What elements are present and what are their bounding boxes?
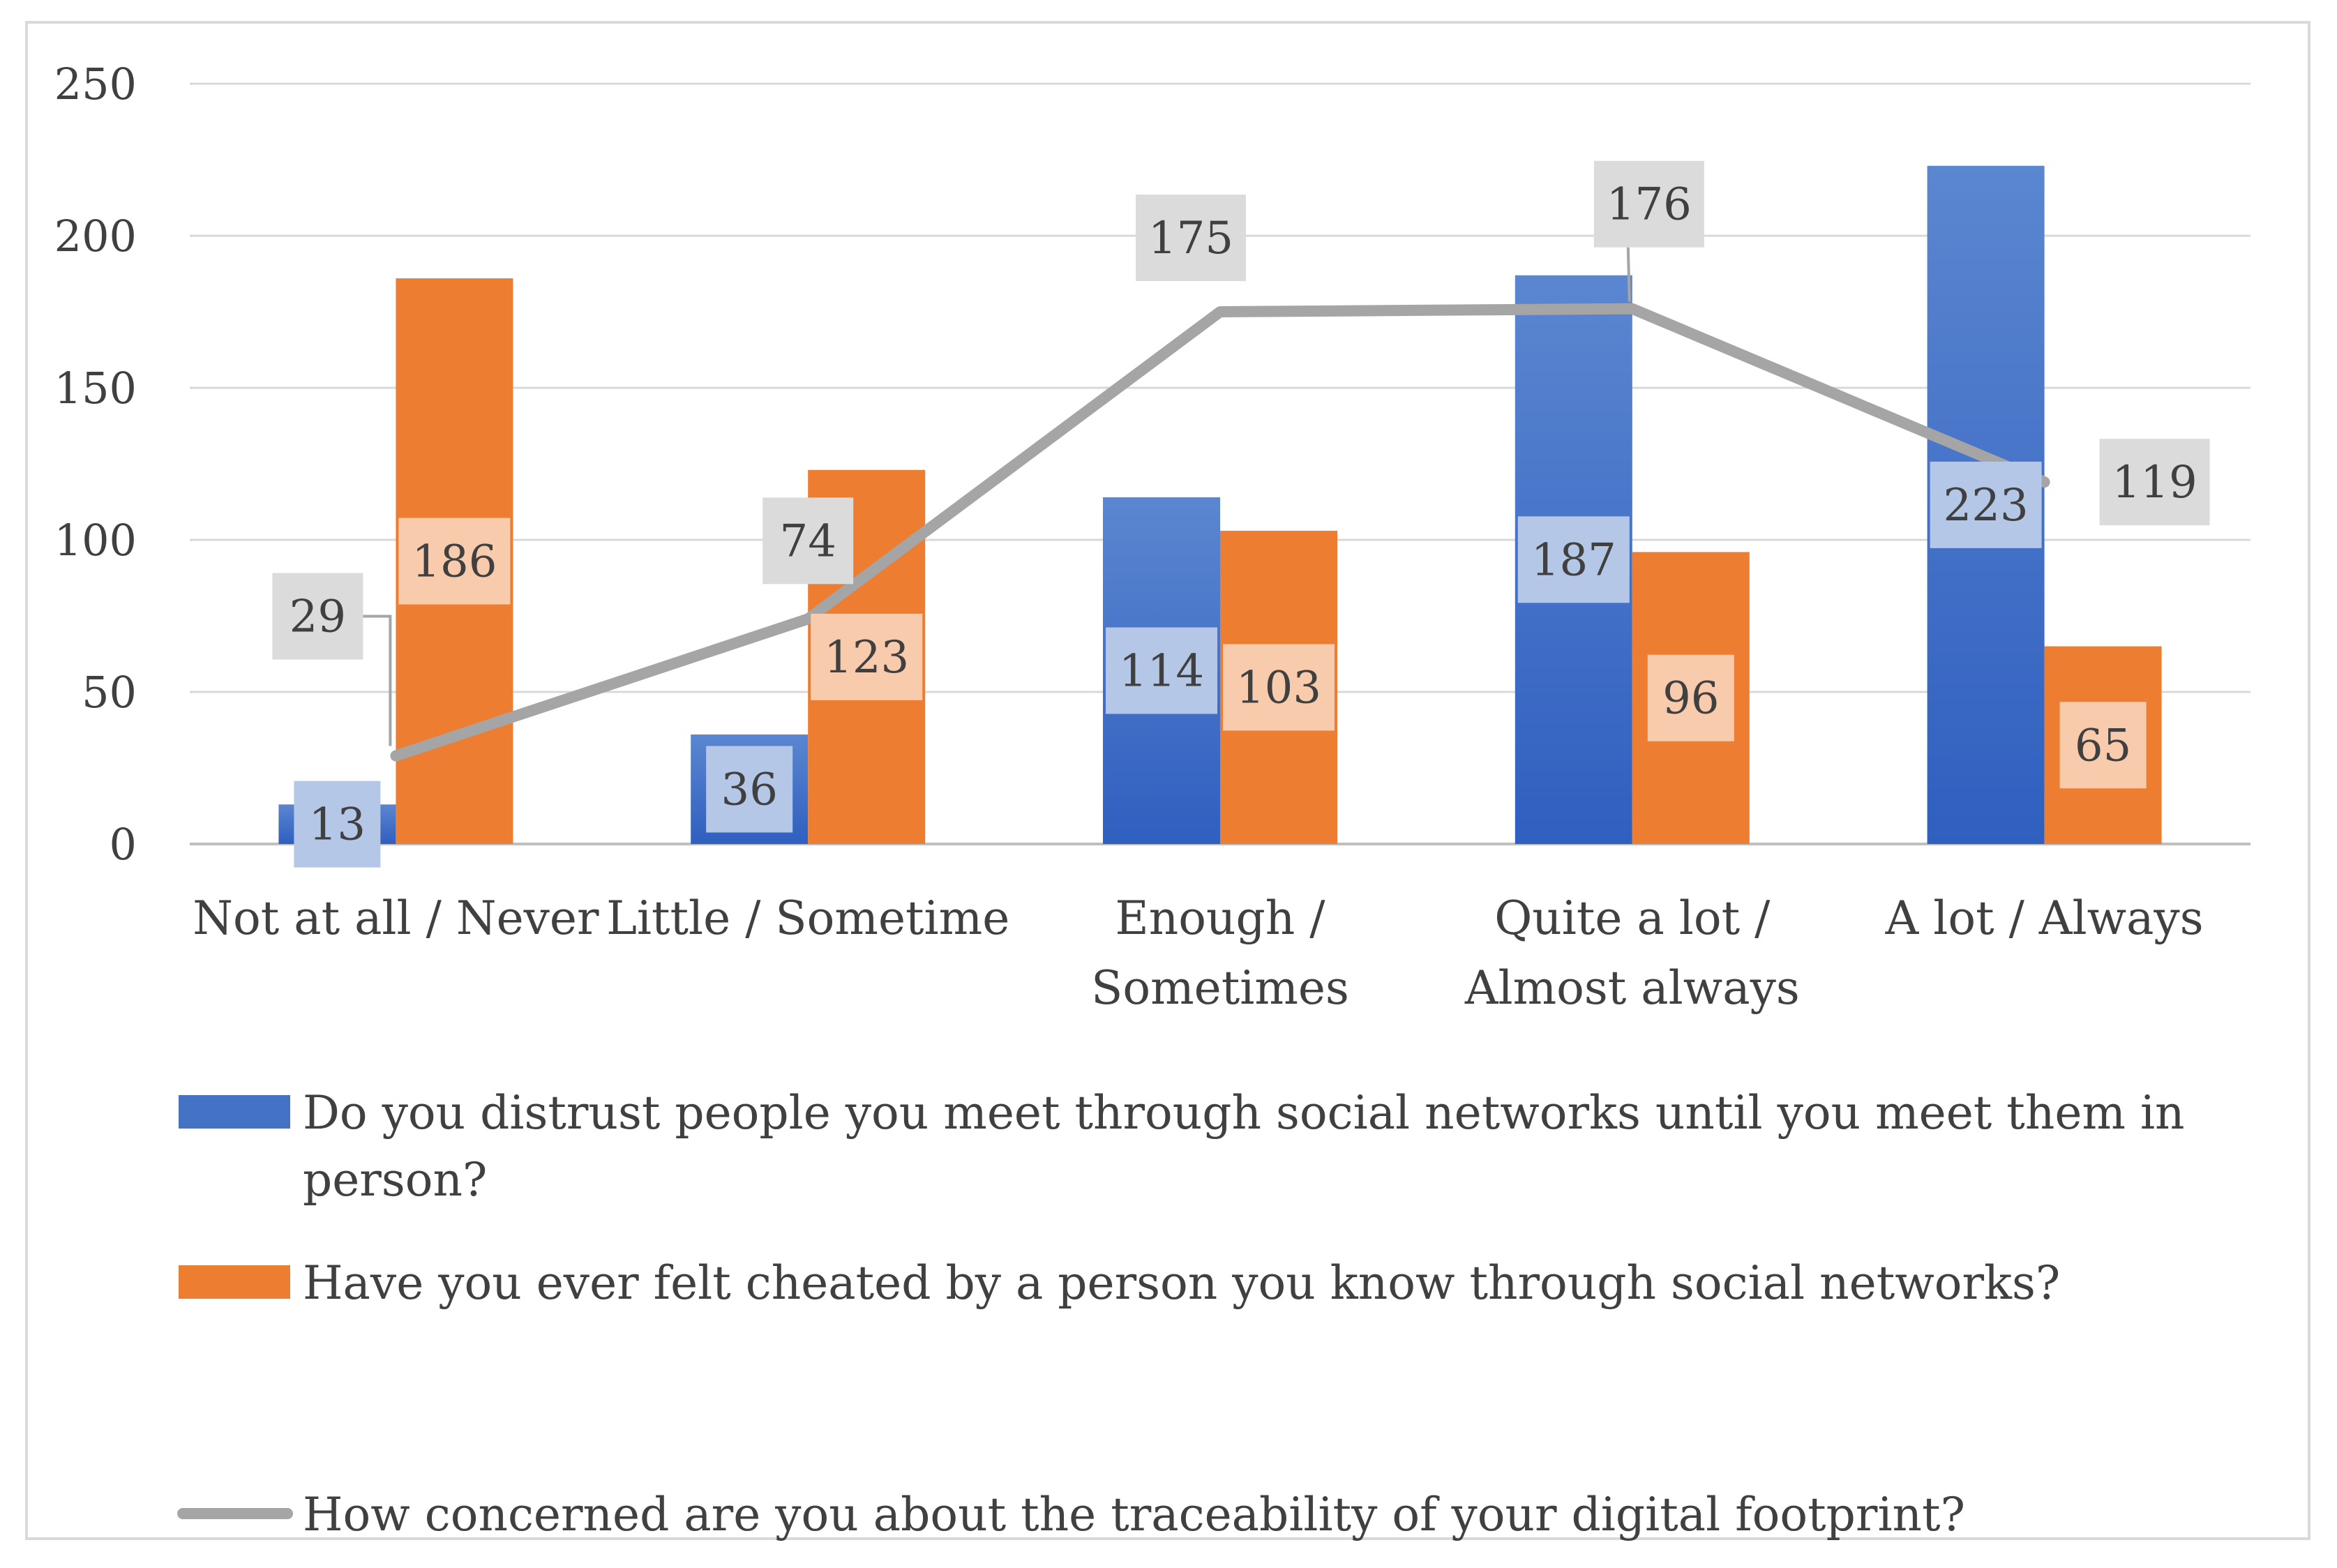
data-label-distrust: 36 (721, 764, 777, 816)
data-label-traceability-bg (1136, 195, 1246, 281)
data-labels: 13 36 114 187 223 186 123 103 96 65 29 74 175 176 119 (272, 160, 2210, 868)
data-label-traceability-bg (2099, 439, 2210, 526)
data-label-distrust: 114 (1119, 645, 1204, 697)
x-tick-label: Quite a lot / (1494, 891, 1771, 945)
data-label-distrust-bg (706, 746, 793, 833)
data-label-traceability: 175 (1148, 213, 1233, 264)
data-label-traceability-bg (762, 497, 854, 585)
data-label-cheated-bg (398, 518, 511, 605)
line-traceability (390, 303, 2050, 762)
y-tick-label: 150 (54, 363, 137, 414)
x-tick-label: Almost always (1464, 961, 1800, 1015)
data-label-cheated: 186 (412, 536, 497, 588)
y-tick-label: 100 (54, 515, 137, 566)
data-label-traceability: 29 (290, 591, 346, 643)
x-tick-label: Enough / (1115, 891, 1326, 945)
data-label-distrust-bg (1106, 627, 1217, 714)
data-label-cheated: 96 (1662, 673, 1719, 725)
data-label-traceability: 119 (2112, 457, 2197, 508)
y-tick-label: 0 (110, 819, 137, 870)
data-label-cheated: 103 (1236, 662, 1321, 714)
data-label-distrust: 223 (1944, 480, 2029, 532)
legend-label: How concerned are you about the traceabi… (303, 1488, 1965, 1541)
x-tick-label: Little / Sometime (606, 891, 1009, 945)
data-label-distrust: 187 (1531, 534, 1616, 586)
x-axis-ticks: Not at all / Never Little / Sometime Enoug… (193, 891, 2203, 1015)
line-series (363, 247, 2050, 762)
y-tick-label: 200 (54, 211, 137, 262)
data-label-traceability: 74 (779, 515, 836, 567)
y-axis-ticks: 0 50 100 150 200 250 (54, 59, 137, 870)
data-label-cheated-bg (2059, 702, 2147, 789)
y-tick-label: 50 (82, 667, 137, 718)
x-tick-label: Sometimes (1091, 961, 1349, 1015)
data-label-cheated-bg (811, 613, 923, 700)
data-label-cheated-bg (1647, 654, 1734, 741)
x-tick-label: Not at all / Never (193, 891, 599, 945)
data-label-cheated-bg (1223, 644, 1335, 731)
data-label-cheated: 65 (2075, 720, 2131, 771)
data-label-traceability: 176 (1607, 179, 1692, 231)
legend-label: Do you distrust people you meet through … (303, 1086, 2185, 1140)
data-label-distrust-bg (1930, 461, 2042, 548)
data-label-cheated: 123 (824, 632, 909, 684)
data-label-traceability-bg (272, 573, 363, 660)
data-label-distrust-bg (294, 781, 381, 868)
legend-swatch-cheated (179, 1265, 290, 1299)
x-tick-label: A lot / Always (1885, 891, 2204, 945)
legend: Do you distrust people you meet through … (177, 1086, 2185, 1541)
legend-label: person? (303, 1153, 487, 1207)
data-label-distrust: 13 (309, 799, 366, 851)
data-label-traceability-bg (1593, 160, 1704, 248)
leader-line (363, 615, 392, 746)
leader-line (1626, 247, 1631, 302)
legend-label: Have you ever felt cheated by a person y… (303, 1256, 2060, 1310)
data-label-distrust-bg (1517, 516, 1630, 603)
legend-swatch-distrust (179, 1095, 290, 1129)
y-tick-label: 250 (54, 59, 137, 110)
